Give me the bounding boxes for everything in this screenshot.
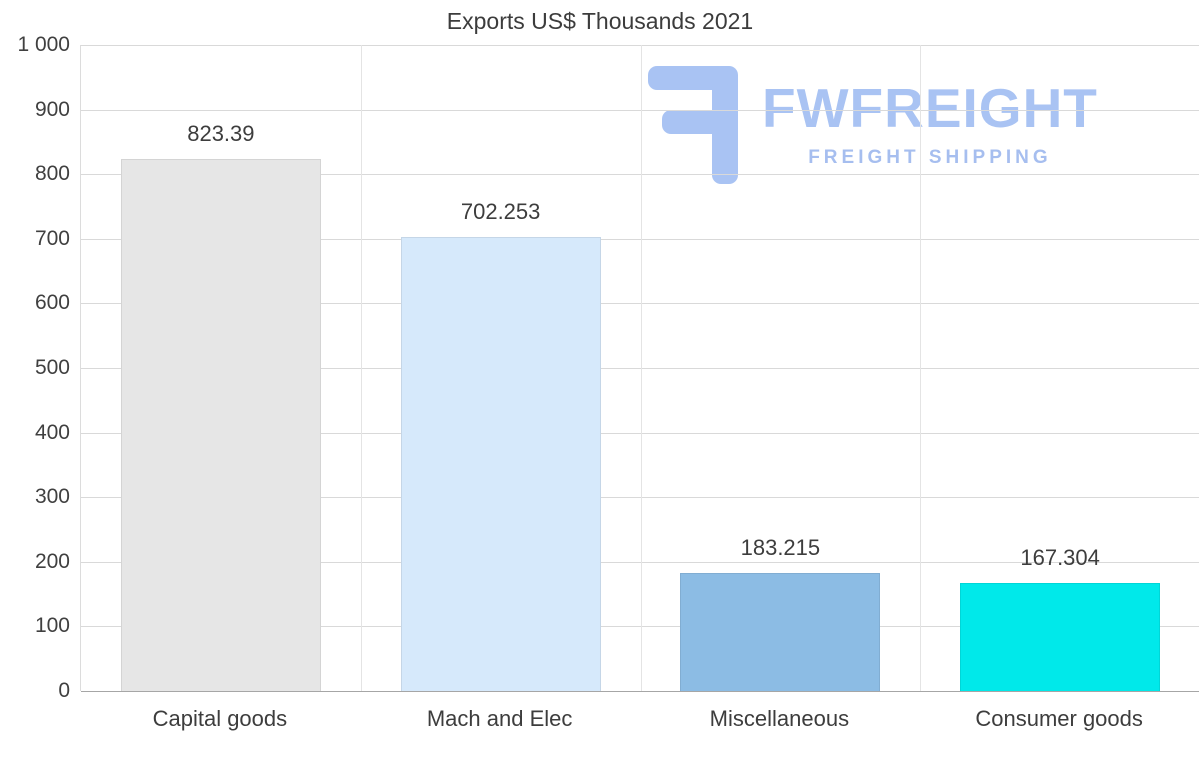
chart-title: Exports US$ Thousands 2021 <box>446 8 754 34</box>
bar-value-label: 183.215 <box>740 534 821 560</box>
gridline-horizontal <box>81 238 1199 240</box>
gridline-vertical <box>360 45 362 691</box>
bar-value-label: 702.253 <box>460 199 541 225</box>
gridline-horizontal <box>81 303 1199 305</box>
y-tick-label: 400 <box>34 420 70 444</box>
gridline-vertical <box>920 45 922 691</box>
gridline-horizontal <box>81 626 1199 628</box>
y-tick-label: 800 <box>34 162 70 186</box>
bar-mach-and-elec <box>400 237 601 691</box>
y-tick-label: 200 <box>34 549 70 573</box>
gridline-horizontal <box>81 432 1199 434</box>
x-axis-category-label: Consumer goods <box>975 706 1143 731</box>
gridline-horizontal <box>81 561 1199 563</box>
x-axis-category-label: Capital goods <box>152 706 288 731</box>
y-axis-labels: 1 000 900 800 700 600 500 400 300 200 100 0 <box>0 33 78 702</box>
y-tick-label: 500 <box>34 356 70 379</box>
gridline-horizontal <box>81 109 1199 111</box>
x-axis-category-label: Mach and Elec <box>426 706 573 731</box>
y-tick-label: 1 000 <box>17 33 70 56</box>
bar-miscellaneous <box>680 572 881 691</box>
y-tick-label: 900 <box>34 97 70 121</box>
bar-consumer-goods <box>960 582 1161 691</box>
gridline-horizontal <box>81 497 1199 499</box>
x-axis-line <box>81 691 1199 692</box>
y-tick-label: 600 <box>34 291 70 315</box>
gridline-horizontal <box>81 45 1199 46</box>
bar-value-label: 167.304 <box>1020 544 1100 570</box>
bar-capital-goods <box>120 159 321 691</box>
x-axis-labels: Capital goods Mach and Elec Miscellaneous C… <box>80 692 1199 742</box>
y-tick-label: 700 <box>34 226 70 250</box>
y-tick-label: 0 <box>58 679 70 702</box>
gridline-horizontal <box>81 174 1199 176</box>
bar-value-label: 823.39 <box>187 121 255 147</box>
y-tick-label: 100 <box>34 614 70 638</box>
gridline-vertical <box>640 45 642 691</box>
y-tick-label: 300 <box>34 485 70 509</box>
x-axis-category-label: Miscellaneous <box>709 706 850 731</box>
plot-area: 823.39 702.253 183.215 167.304 <box>80 45 1199 692</box>
gridline-horizontal <box>81 368 1199 369</box>
